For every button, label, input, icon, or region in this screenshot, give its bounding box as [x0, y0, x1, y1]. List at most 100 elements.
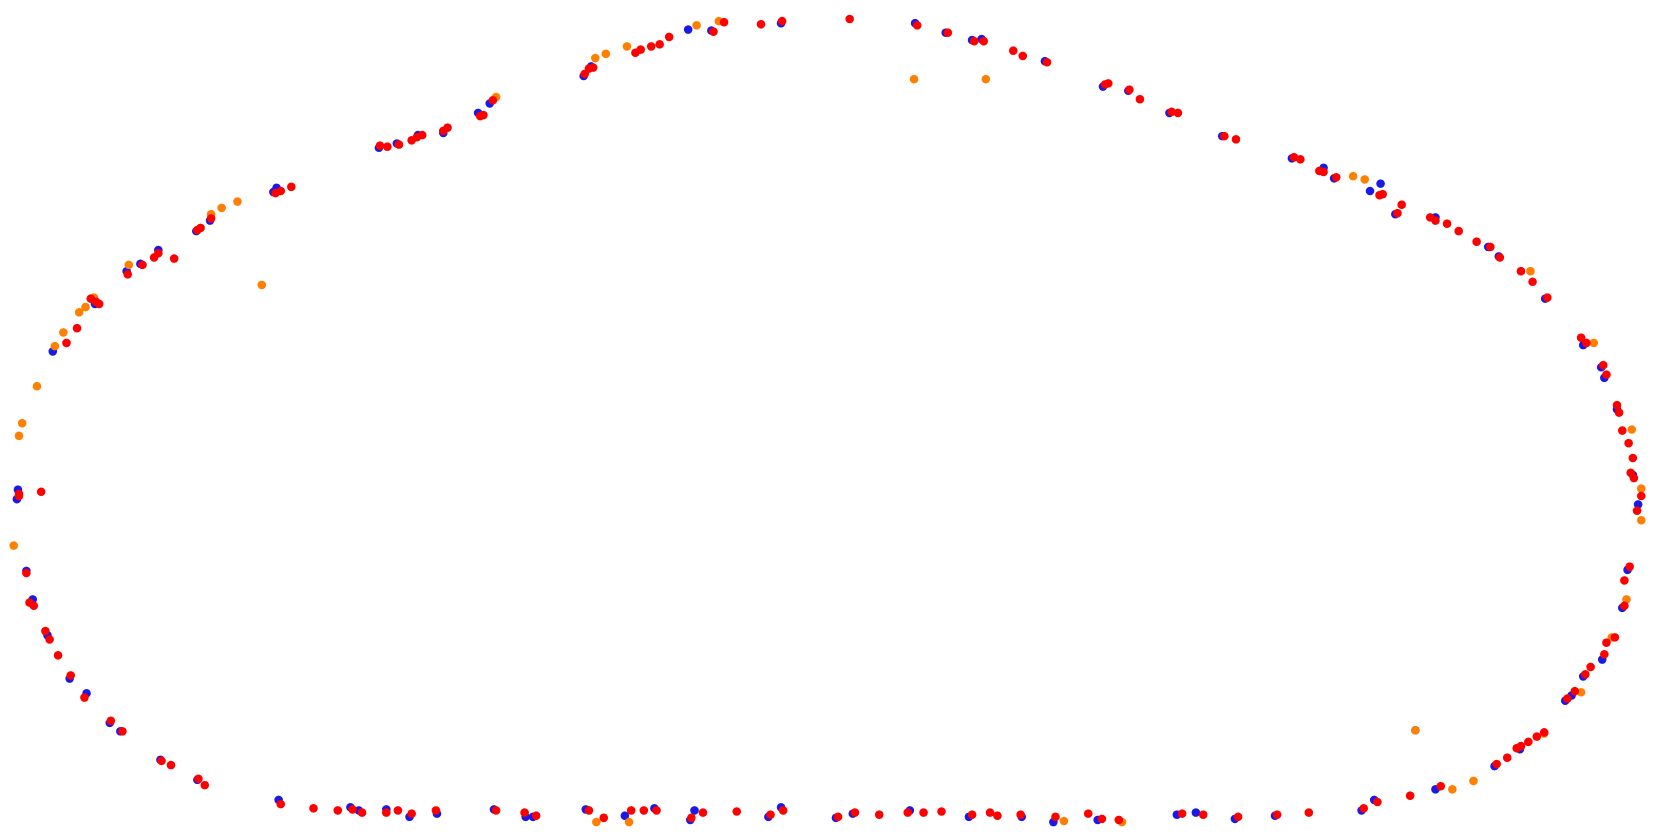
scatter-point	[1393, 208, 1402, 218]
scatter-point	[709, 27, 718, 36]
scatter-point	[1495, 253, 1505, 262]
scatter-point	[417, 130, 427, 140]
scatter-point	[488, 95, 498, 105]
scatter-point	[124, 260, 134, 270]
scatter-point	[1629, 473, 1639, 483]
scatter-point	[41, 626, 50, 636]
scatter-point	[588, 63, 598, 72]
scatter-point	[1296, 155, 1305, 164]
scatter-point	[1636, 491, 1646, 501]
scatter-point	[1610, 633, 1620, 642]
scatter-point	[622, 42, 632, 51]
scatter-point	[981, 74, 991, 84]
scatter-point	[937, 807, 946, 816]
scatter-point	[287, 182, 296, 192]
scatter-point	[194, 774, 203, 784]
scatter-point	[1636, 515, 1646, 525]
scatter-point	[683, 25, 693, 34]
scatter-point	[394, 140, 404, 149]
scatter-point	[845, 14, 854, 24]
scatter-point	[778, 806, 788, 815]
scatter-point	[206, 214, 216, 223]
scatter-point	[639, 806, 649, 815]
scatter-point	[943, 28, 953, 38]
scatter-point	[719, 17, 729, 27]
scatter-point	[1516, 266, 1526, 276]
scatter-point	[80, 693, 89, 702]
scatter-point	[690, 806, 699, 815]
scatter-point	[687, 813, 696, 823]
scatter-point	[903, 808, 913, 817]
scatter-point	[584, 806, 594, 815]
scatter-point	[599, 813, 609, 823]
scatter-point	[1125, 85, 1134, 94]
scatter-point	[123, 270, 133, 279]
scatter-point	[1612, 400, 1622, 410]
scatter-point	[1016, 810, 1025, 819]
scatter-point	[154, 248, 163, 258]
scatter-point	[766, 810, 775, 819]
scatter-point	[1376, 179, 1385, 188]
scatter-point	[1177, 809, 1187, 818]
scatter-point	[531, 811, 541, 821]
scatter-point	[62, 338, 71, 348]
scatter-point	[14, 489, 24, 499]
scatter-point	[1167, 107, 1176, 117]
scatter-point	[257, 280, 267, 290]
scatter-point	[592, 817, 601, 827]
scatter-point	[1624, 438, 1633, 448]
scatter-point	[1378, 189, 1387, 199]
scatter-point	[1114, 815, 1124, 825]
scatter-point	[443, 123, 452, 132]
scatter-point	[909, 74, 919, 84]
scatter-point	[1083, 809, 1093, 818]
scatter-point	[1602, 370, 1611, 379]
scatter-point	[919, 808, 928, 817]
scatter-point	[348, 805, 357, 814]
scatter-point	[333, 806, 343, 815]
scatter-point	[833, 812, 843, 822]
scatter-point	[698, 808, 708, 817]
scatter-point	[1512, 743, 1522, 753]
scatter-point	[196, 223, 205, 233]
scatter-point	[1620, 601, 1629, 611]
scatter-point	[1405, 791, 1415, 800]
scatter-point	[166, 760, 176, 770]
scatter-point	[850, 808, 860, 817]
scatter-point	[1620, 576, 1629, 585]
scatter-point	[1454, 226, 1463, 236]
scatter-point	[383, 142, 392, 151]
scatter-point	[1233, 812, 1243, 822]
scatter-point	[1469, 776, 1478, 786]
scatter-point	[626, 806, 636, 815]
scatter-point	[1492, 759, 1501, 769]
scatter-point	[655, 40, 664, 49]
scatter-point	[652, 806, 661, 815]
scatter-point	[74, 308, 84, 317]
scatter-point	[985, 808, 995, 817]
scatter-point	[479, 110, 488, 120]
scatter-point	[1436, 781, 1446, 791]
scatter-point	[393, 806, 403, 815]
scatter-point	[1502, 753, 1512, 762]
scatter-point	[276, 799, 286, 809]
scatter-point	[200, 780, 210, 790]
scatter-point	[1008, 46, 1018, 55]
scatter-point	[59, 328, 68, 337]
scatter-point	[17, 418, 27, 428]
scatter-point	[1600, 649, 1609, 659]
scatter-point	[25, 598, 34, 607]
scatter-point	[1097, 814, 1107, 824]
scatter-point	[1472, 237, 1481, 246]
scatter-point	[1360, 175, 1370, 184]
scatter-point	[1431, 216, 1440, 225]
scatter-point	[50, 341, 60, 351]
scatter-point	[9, 541, 19, 550]
scatter-point	[22, 568, 31, 578]
scatter-point	[636, 45, 645, 54]
scatter-point	[1532, 732, 1542, 741]
scatter-point	[664, 32, 674, 42]
